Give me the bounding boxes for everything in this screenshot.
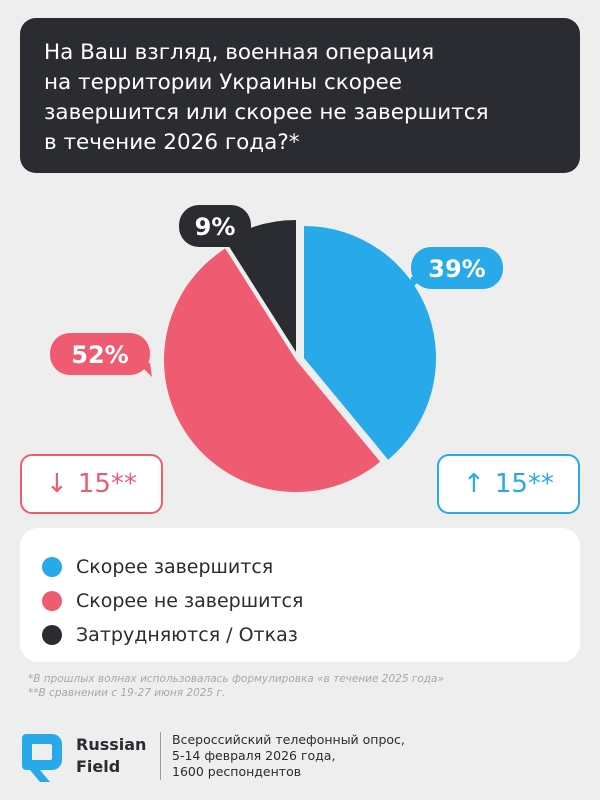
delta-badge-end: ↑ 15** <box>437 454 580 514</box>
legend-item-unsure: Затрудняются / Отказ <box>42 618 580 652</box>
footer: Russian Field Всероссийский телефонный о… <box>20 728 580 788</box>
arrow-down-icon: ↓ <box>46 469 68 499</box>
pie-label-not-end: 52% <box>50 333 152 377</box>
pie-label-end-tail <box>409 277 423 291</box>
legend-item-end: Скорее завершится <box>42 550 580 584</box>
question-line-1: На Ваш взгляд, военная операция <box>44 40 435 65</box>
pie-slice-unsure <box>225 220 296 352</box>
legend-label-not-end: Скорее не завершится <box>76 590 304 612</box>
pie-slice-not-end <box>163 248 381 493</box>
pie-label-end: 39% <box>409 247 503 291</box>
delta-value-end: 15** <box>494 469 554 499</box>
brand-line-2: Field <box>76 757 121 776</box>
russian-field-logo-icon <box>22 734 62 782</box>
question-line-3: завершится или скорее не завершится <box>44 100 489 125</box>
question-line-2: на территории Украины скорее <box>44 70 403 95</box>
legend-label-unsure: Затрудняются / Отказ <box>76 624 298 646</box>
pie-label-unsure-bubble <box>179 205 251 247</box>
brand-line-1: Russian <box>76 735 147 754</box>
arrow-up-icon: ↑ <box>463 469 485 499</box>
pie-slice-end <box>304 226 436 460</box>
legend-label-end: Скорее завершится <box>76 556 274 578</box>
survey-info: Всероссийский телефонный опрос, 5-14 фев… <box>172 732 405 780</box>
pie-label-not-end-bubble <box>50 333 150 375</box>
question-line-4: в течение 2026 года?* <box>44 130 300 155</box>
legend-dot-dark <box>42 625 62 645</box>
footnote-2: **В сравнении с 19-27 июня 2025 г. <box>28 687 226 699</box>
pie-label-unsure: 9% <box>179 205 253 249</box>
footnote-1: *В прошлых волнах использовалась формули… <box>28 673 444 685</box>
pie-label-end-text: 39% <box>428 255 485 283</box>
legend-dot-blue <box>42 557 62 577</box>
pie-label-unsure-text: 9% <box>195 213 236 241</box>
brand-name: Russian Field <box>76 734 146 778</box>
footer-divider <box>160 732 161 780</box>
pie-label-not-end-text: 52% <box>71 341 128 369</box>
footnotes: *В прошлых волнах использовалась формули… <box>28 672 588 700</box>
question-box: На Ваш взгляд, военная операция на терри… <box>20 18 580 173</box>
delta-value-not-end: 15** <box>77 469 137 499</box>
pie-label-end-bubble <box>411 247 503 289</box>
legend-dot-red <box>42 591 62 611</box>
pie-label-unsure-tail <box>239 235 253 249</box>
pie-label-not-end-tail <box>138 363 152 377</box>
pie-chart: 39% 52% 9% <box>50 205 503 493</box>
legend: Скорее завершится Скорее не завершится З… <box>20 528 580 662</box>
survey-info-line-1: Всероссийский телефонный опрос, <box>172 732 405 747</box>
legend-item-not-end: Скорее не завершится <box>42 584 580 618</box>
survey-info-line-2: 5-14 февраля 2026 года, <box>172 748 336 763</box>
survey-info-line-3: 1600 респондентов <box>172 764 302 779</box>
delta-badge-not-end: ↓ 15** <box>20 454 163 514</box>
